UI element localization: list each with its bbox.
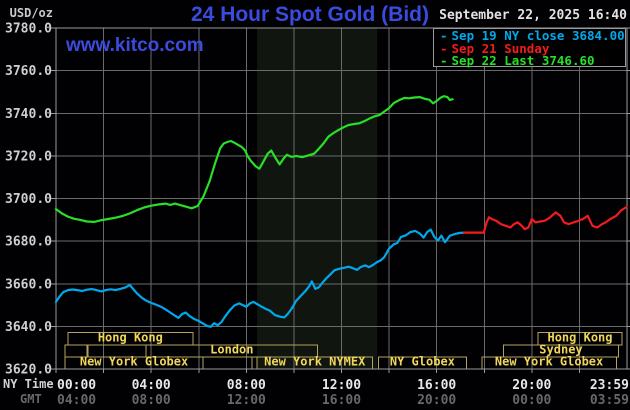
x-tick-label-gmt: 20:00: [417, 393, 456, 408]
y-tick-label: 3660.0: [5, 277, 52, 292]
y-tick-label: 3740.0: [5, 107, 52, 122]
session-label: Hong Kong: [547, 331, 612, 345]
series-line-sep-22-last: [54, 95, 454, 223]
legend-box: - Sep 19 NY close 3684.00- Sep 21 Sunday - S…: [433, 28, 626, 67]
legend-dash-icon: -: [440, 40, 448, 56]
legend-label: Sep 21 Sunday: [451, 40, 550, 56]
series-line-sep-19-ny-close: [54, 228, 466, 328]
x-tick-label-gmt: 00:00: [512, 393, 551, 408]
y-tick-label: 3640.0: [5, 320, 52, 335]
y-tick-label: 3720.0: [5, 149, 52, 164]
x-tick-label-ny: 23:59: [590, 378, 629, 393]
legend-item: - Sep 19 NY close 3684.00: [440, 28, 625, 43]
legend-item: - Sep 21 Sunday: [440, 40, 625, 56]
y-axis-unit-label: USD/oz: [9, 6, 53, 20]
x-tick-label-ny: 20:00: [512, 378, 551, 393]
kitco-watermark[interactable]: www.kitco.com: [66, 35, 204, 56]
session-label: New York Globex: [80, 355, 188, 369]
x-tick-label-gmt: 03:59: [590, 393, 629, 408]
y-tick-label: 3620.0: [5, 363, 52, 378]
session-label: New York Globex: [495, 355, 603, 369]
x-tick-label-ny: 04:00: [132, 378, 171, 393]
x-tick-label-ny: 16:00: [417, 378, 456, 393]
x-tick-label-ny: 12:00: [322, 378, 361, 393]
session-label: NY Globex: [390, 355, 455, 369]
legend-dash-icon: -: [440, 53, 448, 68]
x-tick-label-gmt: 08:00: [132, 393, 171, 408]
legend-item: - Sep 22 Last 3746.60: [440, 53, 625, 68]
x-tick-label-ny: 00:00: [57, 378, 96, 393]
session-label: London: [210, 343, 253, 357]
legend-dash-icon: -: [440, 28, 448, 43]
x-tick-label-gmt: 04:00: [57, 393, 96, 408]
session-label: Sydney: [539, 343, 582, 357]
legend-label: Sep 19 NY close 3684.00: [451, 28, 625, 43]
x-tick-label-ny: 08:00: [227, 378, 266, 393]
y-tick-label: 3760.0: [5, 64, 52, 79]
ny-time-axis-label: NY Time: [3, 377, 54, 391]
page-title: 24 Hour Spot Gold (Bid): [191, 3, 429, 26]
session-label: New York NYMEX: [264, 355, 366, 369]
gmt-axis-label: GMT: [20, 392, 42, 406]
series-line-sep-21-sunday: [462, 205, 628, 234]
y-tick-label: 3700.0: [5, 192, 52, 207]
chart-datetime: September 22, 2025 16:40: [439, 8, 627, 23]
legend-label: Sep 22 Last 3746.60: [451, 53, 595, 68]
x-tick-label-gmt: 16:00: [322, 393, 361, 408]
session-box: [202, 356, 253, 370]
y-tick-label: 3680.0: [5, 235, 52, 250]
y-tick-label: 3780.0: [5, 22, 52, 37]
x-tick-label-gmt: 12:00: [227, 393, 266, 408]
session-label: Hong Kong: [98, 331, 163, 345]
